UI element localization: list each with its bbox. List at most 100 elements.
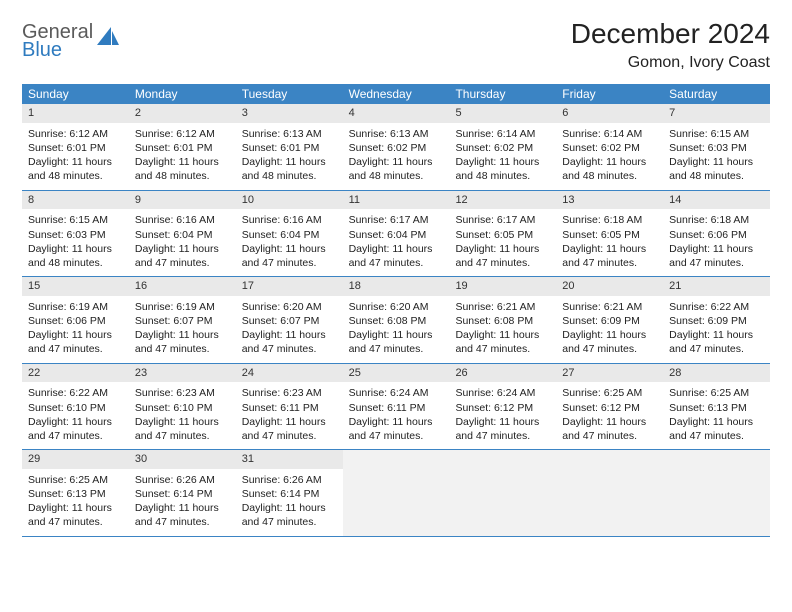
- weekday-header: Monday: [129, 84, 236, 104]
- sunrise-line: Sunrise: 6:22 AM: [669, 300, 764, 314]
- sunrise-line: Sunrise: 6:19 AM: [135, 300, 230, 314]
- daylight-line: Daylight: 11 hours and 47 minutes.: [135, 328, 230, 356]
- sunrise-line: Sunrise: 6:25 AM: [562, 386, 657, 400]
- week-row: 15Sunrise: 6:19 AMSunset: 6:06 PMDayligh…: [22, 277, 770, 364]
- sunrise-line: Sunrise: 6:21 AM: [562, 300, 657, 314]
- sunrise-line: Sunrise: 6:13 AM: [349, 127, 444, 141]
- sunrise-line: Sunrise: 6:26 AM: [135, 473, 230, 487]
- day-number: 16: [129, 277, 236, 296]
- day-cell: 7Sunrise: 6:15 AMSunset: 6:03 PMDaylight…: [663, 104, 770, 190]
- sunrise-line: Sunrise: 6:16 AM: [242, 213, 337, 227]
- sunrise-line: Sunrise: 6:18 AM: [562, 213, 657, 227]
- day-cell: 29Sunrise: 6:25 AMSunset: 6:13 PMDayligh…: [22, 450, 129, 536]
- day-cell: 22Sunrise: 6:22 AMSunset: 6:10 PMDayligh…: [22, 364, 129, 450]
- sunrise-line: Sunrise: 6:18 AM: [669, 213, 764, 227]
- day-cell: 30Sunrise: 6:26 AMSunset: 6:14 PMDayligh…: [129, 450, 236, 536]
- sunrise-line: Sunrise: 6:17 AM: [349, 213, 444, 227]
- day-cell: 10Sunrise: 6:16 AMSunset: 6:04 PMDayligh…: [236, 191, 343, 277]
- month-title: December 2024: [571, 18, 770, 50]
- day-number: 29: [22, 450, 129, 469]
- day-cell: 12Sunrise: 6:17 AMSunset: 6:05 PMDayligh…: [449, 191, 556, 277]
- logo: General Blue: [22, 22, 119, 60]
- daylight-line: Daylight: 11 hours and 48 minutes.: [669, 155, 764, 183]
- daylight-line: Daylight: 11 hours and 47 minutes.: [242, 501, 337, 529]
- daylight-line: Daylight: 11 hours and 47 minutes.: [28, 415, 123, 443]
- calendar: SundayMondayTuesdayWednesdayThursdayFrid…: [22, 84, 770, 537]
- daylight-line: Daylight: 11 hours and 48 minutes.: [562, 155, 657, 183]
- day-cell: 5Sunrise: 6:14 AMSunset: 6:02 PMDaylight…: [449, 104, 556, 190]
- daylight-line: Daylight: 11 hours and 47 minutes.: [349, 242, 444, 270]
- sunrise-line: Sunrise: 6:19 AM: [28, 300, 123, 314]
- week-row: 29Sunrise: 6:25 AMSunset: 6:13 PMDayligh…: [22, 450, 770, 537]
- sunset-line: Sunset: 6:07 PM: [135, 314, 230, 328]
- day-cell: 28Sunrise: 6:25 AMSunset: 6:13 PMDayligh…: [663, 364, 770, 450]
- day-cell: 9Sunrise: 6:16 AMSunset: 6:04 PMDaylight…: [129, 191, 236, 277]
- day-cell: 19Sunrise: 6:21 AMSunset: 6:08 PMDayligh…: [449, 277, 556, 363]
- title-block: December 2024 Gomon, Ivory Coast: [571, 18, 770, 72]
- sunrise-line: Sunrise: 6:13 AM: [242, 127, 337, 141]
- daylight-line: Daylight: 11 hours and 48 minutes.: [28, 242, 123, 270]
- day-number: 6: [556, 104, 663, 123]
- day-number: 7: [663, 104, 770, 123]
- logo-text: General Blue: [22, 22, 93, 60]
- daylight-line: Daylight: 11 hours and 47 minutes.: [242, 415, 337, 443]
- daylight-line: Daylight: 11 hours and 47 minutes.: [455, 415, 550, 443]
- sunrise-line: Sunrise: 6:24 AM: [349, 386, 444, 400]
- day-number: 18: [343, 277, 450, 296]
- day-number: 15: [22, 277, 129, 296]
- sunrise-line: Sunrise: 6:20 AM: [242, 300, 337, 314]
- day-number: 25: [343, 364, 450, 383]
- day-cell: 13 Sunrise: 6:18 AMSunset: 6:05 PMDayligh…: [556, 191, 663, 277]
- sunrise-line: Sunrise: 6:20 AM: [349, 300, 444, 314]
- day-cell: 21Sunrise: 6:22 AMSunset: 6:09 PMDayligh…: [663, 277, 770, 363]
- daylight-line: Daylight: 11 hours and 47 minutes.: [562, 242, 657, 270]
- daylight-line: Daylight: 11 hours and 47 minutes.: [28, 501, 123, 529]
- daylight-line: Daylight: 11 hours and 47 minutes.: [135, 242, 230, 270]
- weekday-header: Tuesday: [236, 84, 343, 104]
- empty-cell: [449, 450, 556, 536]
- day-number: 17: [236, 277, 343, 296]
- day-cell: 1Sunrise: 6:12 AMSunset: 6:01 PMDaylight…: [22, 104, 129, 190]
- sunset-line: Sunset: 6:03 PM: [28, 228, 123, 242]
- day-cell: 6Sunrise: 6:14 AMSunset: 6:02 PMDaylight…: [556, 104, 663, 190]
- day-number: 13: [556, 191, 663, 210]
- sunset-line: Sunset: 6:08 PM: [455, 314, 550, 328]
- day-cell: 4Sunrise: 6:13 AMSunset: 6:02 PMDaylight…: [343, 104, 450, 190]
- day-cell: 25Sunrise: 6:24 AMSunset: 6:11 PMDayligh…: [343, 364, 450, 450]
- sunset-line: Sunset: 6:04 PM: [349, 228, 444, 242]
- day-number: 11: [343, 191, 450, 210]
- weeks-container: 1Sunrise: 6:12 AMSunset: 6:01 PMDaylight…: [22, 104, 770, 537]
- sunrise-line: Sunrise: 6:14 AM: [562, 127, 657, 141]
- sunset-line: Sunset: 6:07 PM: [242, 314, 337, 328]
- week-row: 22Sunrise: 6:22 AMSunset: 6:10 PMDayligh…: [22, 364, 770, 451]
- sunset-line: Sunset: 6:12 PM: [562, 401, 657, 415]
- day-number: 24: [236, 364, 343, 383]
- empty-cell: [556, 450, 663, 536]
- sunrise-line: Sunrise: 6:26 AM: [242, 473, 337, 487]
- daylight-line: Daylight: 11 hours and 47 minutes.: [455, 328, 550, 356]
- weekday-header-row: SundayMondayTuesdayWednesdayThursdayFrid…: [22, 84, 770, 104]
- sunset-line: Sunset: 6:04 PM: [242, 228, 337, 242]
- sunset-line: Sunset: 6:05 PM: [455, 228, 550, 242]
- sunset-line: Sunset: 6:04 PM: [135, 228, 230, 242]
- day-cell: 18Sunrise: 6:20 AMSunset: 6:08 PMDayligh…: [343, 277, 450, 363]
- sunrise-line: Sunrise: 6:23 AM: [135, 386, 230, 400]
- day-number: 21: [663, 277, 770, 296]
- calendar-page: General Blue December 2024 Gomon, Ivory …: [0, 0, 792, 549]
- sunset-line: Sunset: 6:05 PM: [562, 228, 657, 242]
- day-cell: 16 Sunrise: 6:19 AMSunset: 6:07 PMDayligh…: [129, 277, 236, 363]
- day-cell: 8Sunrise: 6:15 AMSunset: 6:03 PMDaylight…: [22, 191, 129, 277]
- day-number: 2: [129, 104, 236, 123]
- day-number: 4: [343, 104, 450, 123]
- day-number: 27: [556, 364, 663, 383]
- sunrise-line: Sunrise: 6:17 AM: [455, 213, 550, 227]
- sunset-line: Sunset: 6:03 PM: [669, 141, 764, 155]
- weekday-header: Wednesday: [343, 84, 450, 104]
- header: General Blue December 2024 Gomon, Ivory …: [22, 18, 770, 72]
- sunset-line: Sunset: 6:01 PM: [135, 141, 230, 155]
- day-number: 19: [449, 277, 556, 296]
- sunset-line: Sunset: 6:06 PM: [669, 228, 764, 242]
- day-number: 31: [236, 450, 343, 469]
- sunset-line: Sunset: 6:14 PM: [242, 487, 337, 501]
- day-cell: 3Sunrise: 6:13 AMSunset: 6:01 PMDaylight…: [236, 104, 343, 190]
